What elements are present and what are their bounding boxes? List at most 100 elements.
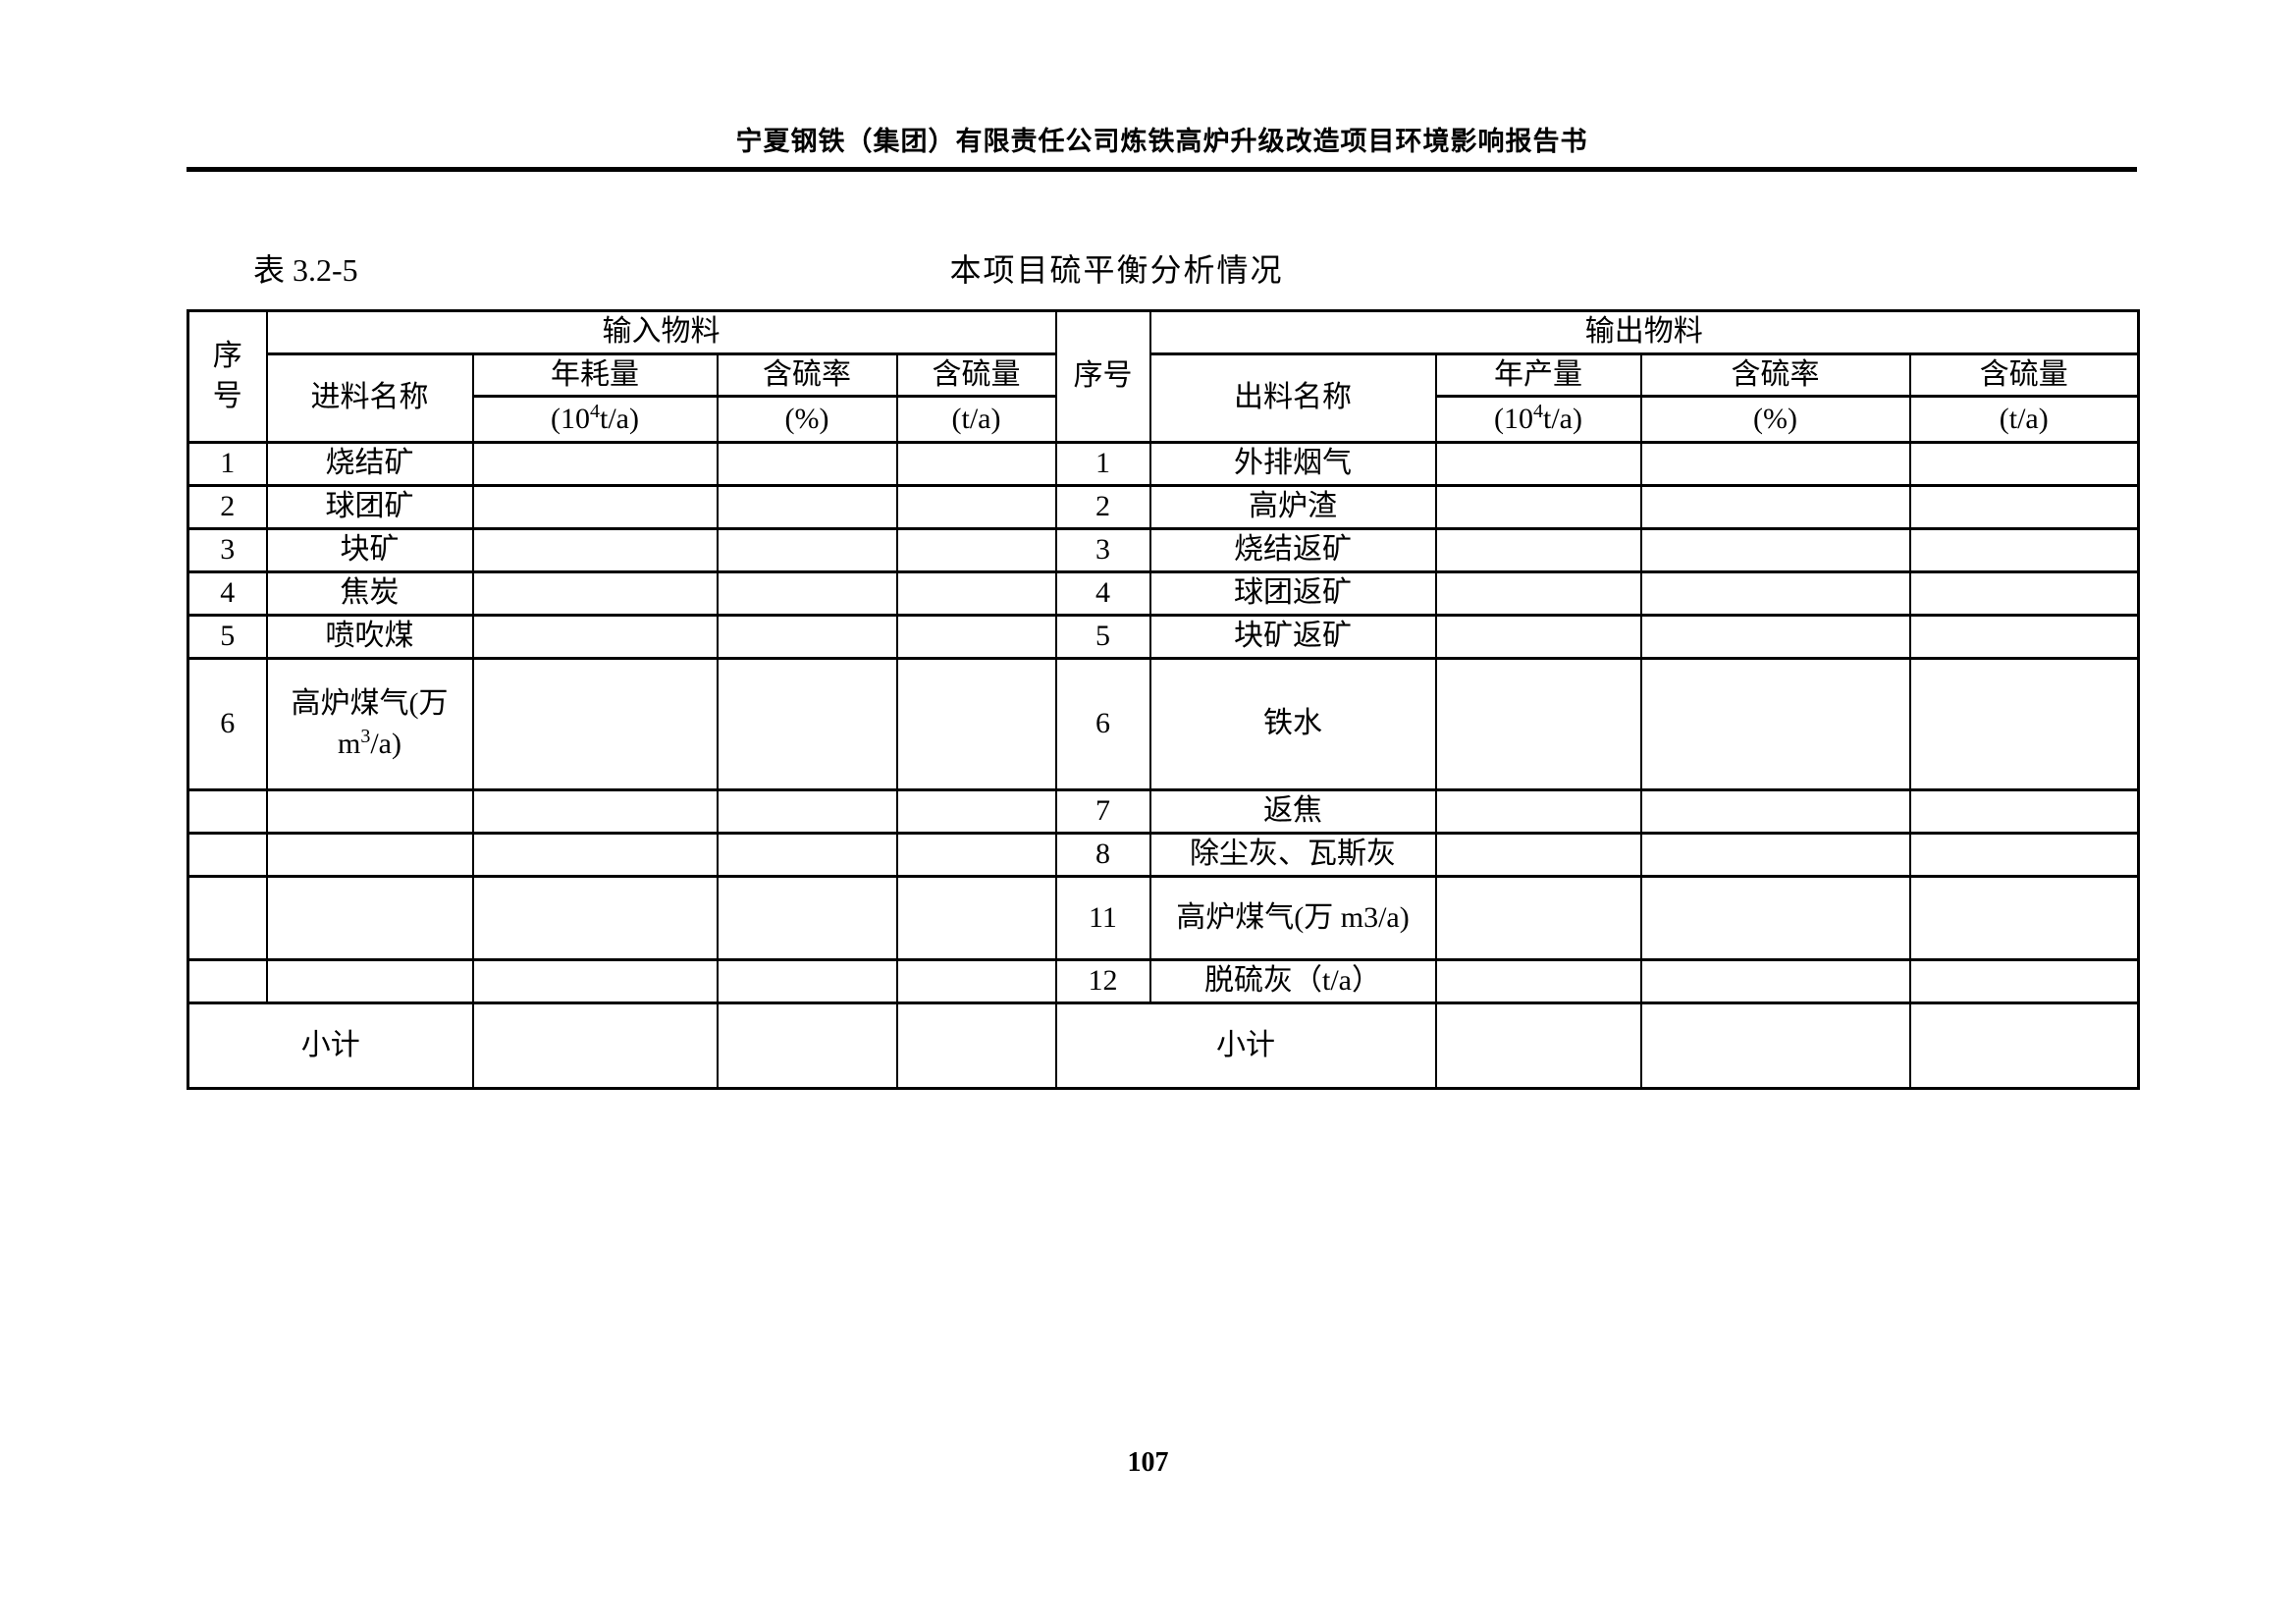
- input-qty-cell: [471, 788, 719, 835]
- output-qty-cell: [1434, 832, 1642, 878]
- input-material-name: 球团矿: [265, 484, 474, 530]
- table-row: 5 喷吹煤 5 块矿返矿: [187, 614, 2140, 660]
- superscript: 4: [1533, 400, 1543, 422]
- output-material-name: 块矿返矿: [1148, 614, 1437, 660]
- output-row-index: 11: [1054, 875, 1151, 961]
- output-subtotal-label: 小计: [1054, 1001, 1437, 1090]
- input-qty-cell: [471, 570, 719, 617]
- output-sulfur-rate-cell: [1639, 657, 1911, 791]
- input-qty-cell: [471, 875, 719, 961]
- sulfur-balance-table: 序 号 输入物料 序号 输出物料 进料名称 年耗量 含硫率 含硫量 出料名称 年…: [187, 309, 2140, 1090]
- input-sulfur-amount-cell: [895, 875, 1057, 961]
- input-qty-cell: [471, 657, 719, 791]
- page-number: 107: [1127, 1447, 1169, 1478]
- output-sulfur-rate-cell: [1639, 832, 1911, 878]
- document-header-title: 宁夏钢铁（集团）有限责任公司炼铁高炉升级改造项目环境影响报告书: [735, 127, 1588, 156]
- subtotal-row: 小计 小计: [187, 1001, 2140, 1090]
- output-sulfur-amount-cell: [1908, 788, 2140, 835]
- output-row-index: 8: [1054, 832, 1151, 878]
- output-row-index: 6: [1054, 657, 1151, 791]
- output-row-index: 2: [1054, 484, 1151, 530]
- input-sulfur-amount-unit: (t/a): [895, 395, 1057, 444]
- input-row-index: 6: [187, 657, 268, 791]
- output-row-index: 4: [1054, 570, 1151, 617]
- output-sulfur-amount-cell: [1908, 527, 2140, 573]
- input-qty-cell: [471, 484, 719, 530]
- input-sulfur-rate-unit: (%): [716, 395, 898, 444]
- output-material-name: 外排烟气: [1148, 441, 1437, 487]
- output-qty-cell: [1434, 657, 1642, 791]
- input-row-index: 2: [187, 484, 268, 530]
- table-row: 8 除尘灰、瓦斯灰: [187, 832, 2140, 878]
- input-sulfur-amount-cell: [895, 441, 1057, 487]
- input-sulfur-rate-cell: [716, 484, 898, 530]
- input-material-name: [265, 875, 474, 961]
- output-qty-unit: (104t/a): [1434, 395, 1642, 444]
- output-sulfur-amount-cell: [1908, 614, 2140, 660]
- input-sulfur-rate-cell: [716, 958, 898, 1004]
- input-row-index: [187, 832, 268, 878]
- table-row: 2 球团矿 2 高炉渣: [187, 484, 2140, 530]
- input-material-name: 高炉煤气(万 m3/a): [265, 657, 474, 791]
- input-sulfur-rate-cell: [716, 527, 898, 573]
- output-sulfur-amount-header: 含硫量: [1908, 352, 2140, 398]
- output-row-index: 12: [1054, 958, 1151, 1004]
- input-sulfur-amount-cell: [895, 1001, 1057, 1090]
- output-qty-cell: [1434, 527, 1642, 573]
- input-row-index: [187, 958, 268, 1004]
- input-sulfur-amount-cell: [895, 484, 1057, 530]
- output-qty-cell: [1434, 958, 1642, 1004]
- table-caption: 表 3.2-5 本项目硫平衡分析情况: [187, 245, 2137, 291]
- input-sulfur-rate-cell: [716, 614, 898, 660]
- input-qty-cell: [471, 441, 719, 487]
- input-material-name: 块矿: [265, 527, 474, 573]
- input-material-name: [265, 832, 474, 878]
- input-qty-unit: (104t/a): [471, 395, 719, 444]
- table-row: 3 块矿 3 烧结返矿: [187, 527, 2140, 573]
- input-group-header: 输入物料: [265, 309, 1057, 355]
- input-sulfur-amount-cell: [895, 527, 1057, 573]
- input-sulfur-rate-cell: [716, 1001, 898, 1090]
- output-sulfur-rate-cell: [1639, 875, 1911, 961]
- input-qty-cell: [471, 1001, 719, 1090]
- output-sulfur-rate-cell: [1639, 788, 1911, 835]
- input-sulfur-amount-cell: [895, 788, 1057, 835]
- input-sulfur-rate-cell: [716, 570, 898, 617]
- output-sulfur-rate-cell: [1639, 958, 1911, 1004]
- output-sulfur-rate-cell: [1639, 441, 1911, 487]
- input-qty-cell: [471, 832, 719, 878]
- table-number: 表 3.2-5: [253, 252, 358, 288]
- output-material-name: 铁水: [1148, 657, 1437, 791]
- input-qty-cell: [471, 614, 719, 660]
- output-sulfur-rate-unit: (%): [1639, 395, 1911, 444]
- input-sulfur-rate-cell: [716, 832, 898, 878]
- input-material-name: [265, 788, 474, 835]
- output-qty-cell: [1434, 441, 1642, 487]
- output-material-name: 脱硫灰（t/a）: [1148, 958, 1437, 1004]
- output-sulfur-amount-cell: [1908, 875, 2140, 961]
- output-qty-cell: [1434, 570, 1642, 617]
- output-sulfur-rate-cell: [1639, 614, 1911, 660]
- output-row-index: 1: [1054, 441, 1151, 487]
- input-qty-cell: [471, 527, 719, 573]
- output-material-name: 高炉渣: [1148, 484, 1437, 530]
- input-material-name: 焦炭: [265, 570, 474, 617]
- input-material-name: 喷吹煤: [265, 614, 474, 660]
- superscript: 4: [590, 400, 600, 422]
- table-row: 11 高炉煤气(万 m3/a): [187, 875, 2140, 961]
- header-rule: [187, 167, 2137, 172]
- output-qty-header: 年产量: [1434, 352, 1642, 398]
- output-row-index: 7: [1054, 788, 1151, 835]
- output-sulfur-amount-cell: [1908, 441, 2140, 487]
- input-row-index: 3: [187, 527, 268, 573]
- output-sulfur-amount-cell: [1908, 958, 2140, 1004]
- output-material-name: 高炉煤气(万 m3/a): [1148, 875, 1437, 961]
- input-sulfur-amount-cell: [895, 570, 1057, 617]
- input-sulfur-amount-cell: [895, 614, 1057, 660]
- output-sulfur-amount-unit: (t/a): [1908, 395, 2140, 444]
- input-sulfur-amount-header: 含硫量: [895, 352, 1057, 398]
- input-sulfur-rate-cell: [716, 875, 898, 961]
- input-row-index: 5: [187, 614, 268, 660]
- input-name-header: 进料名称: [265, 352, 474, 444]
